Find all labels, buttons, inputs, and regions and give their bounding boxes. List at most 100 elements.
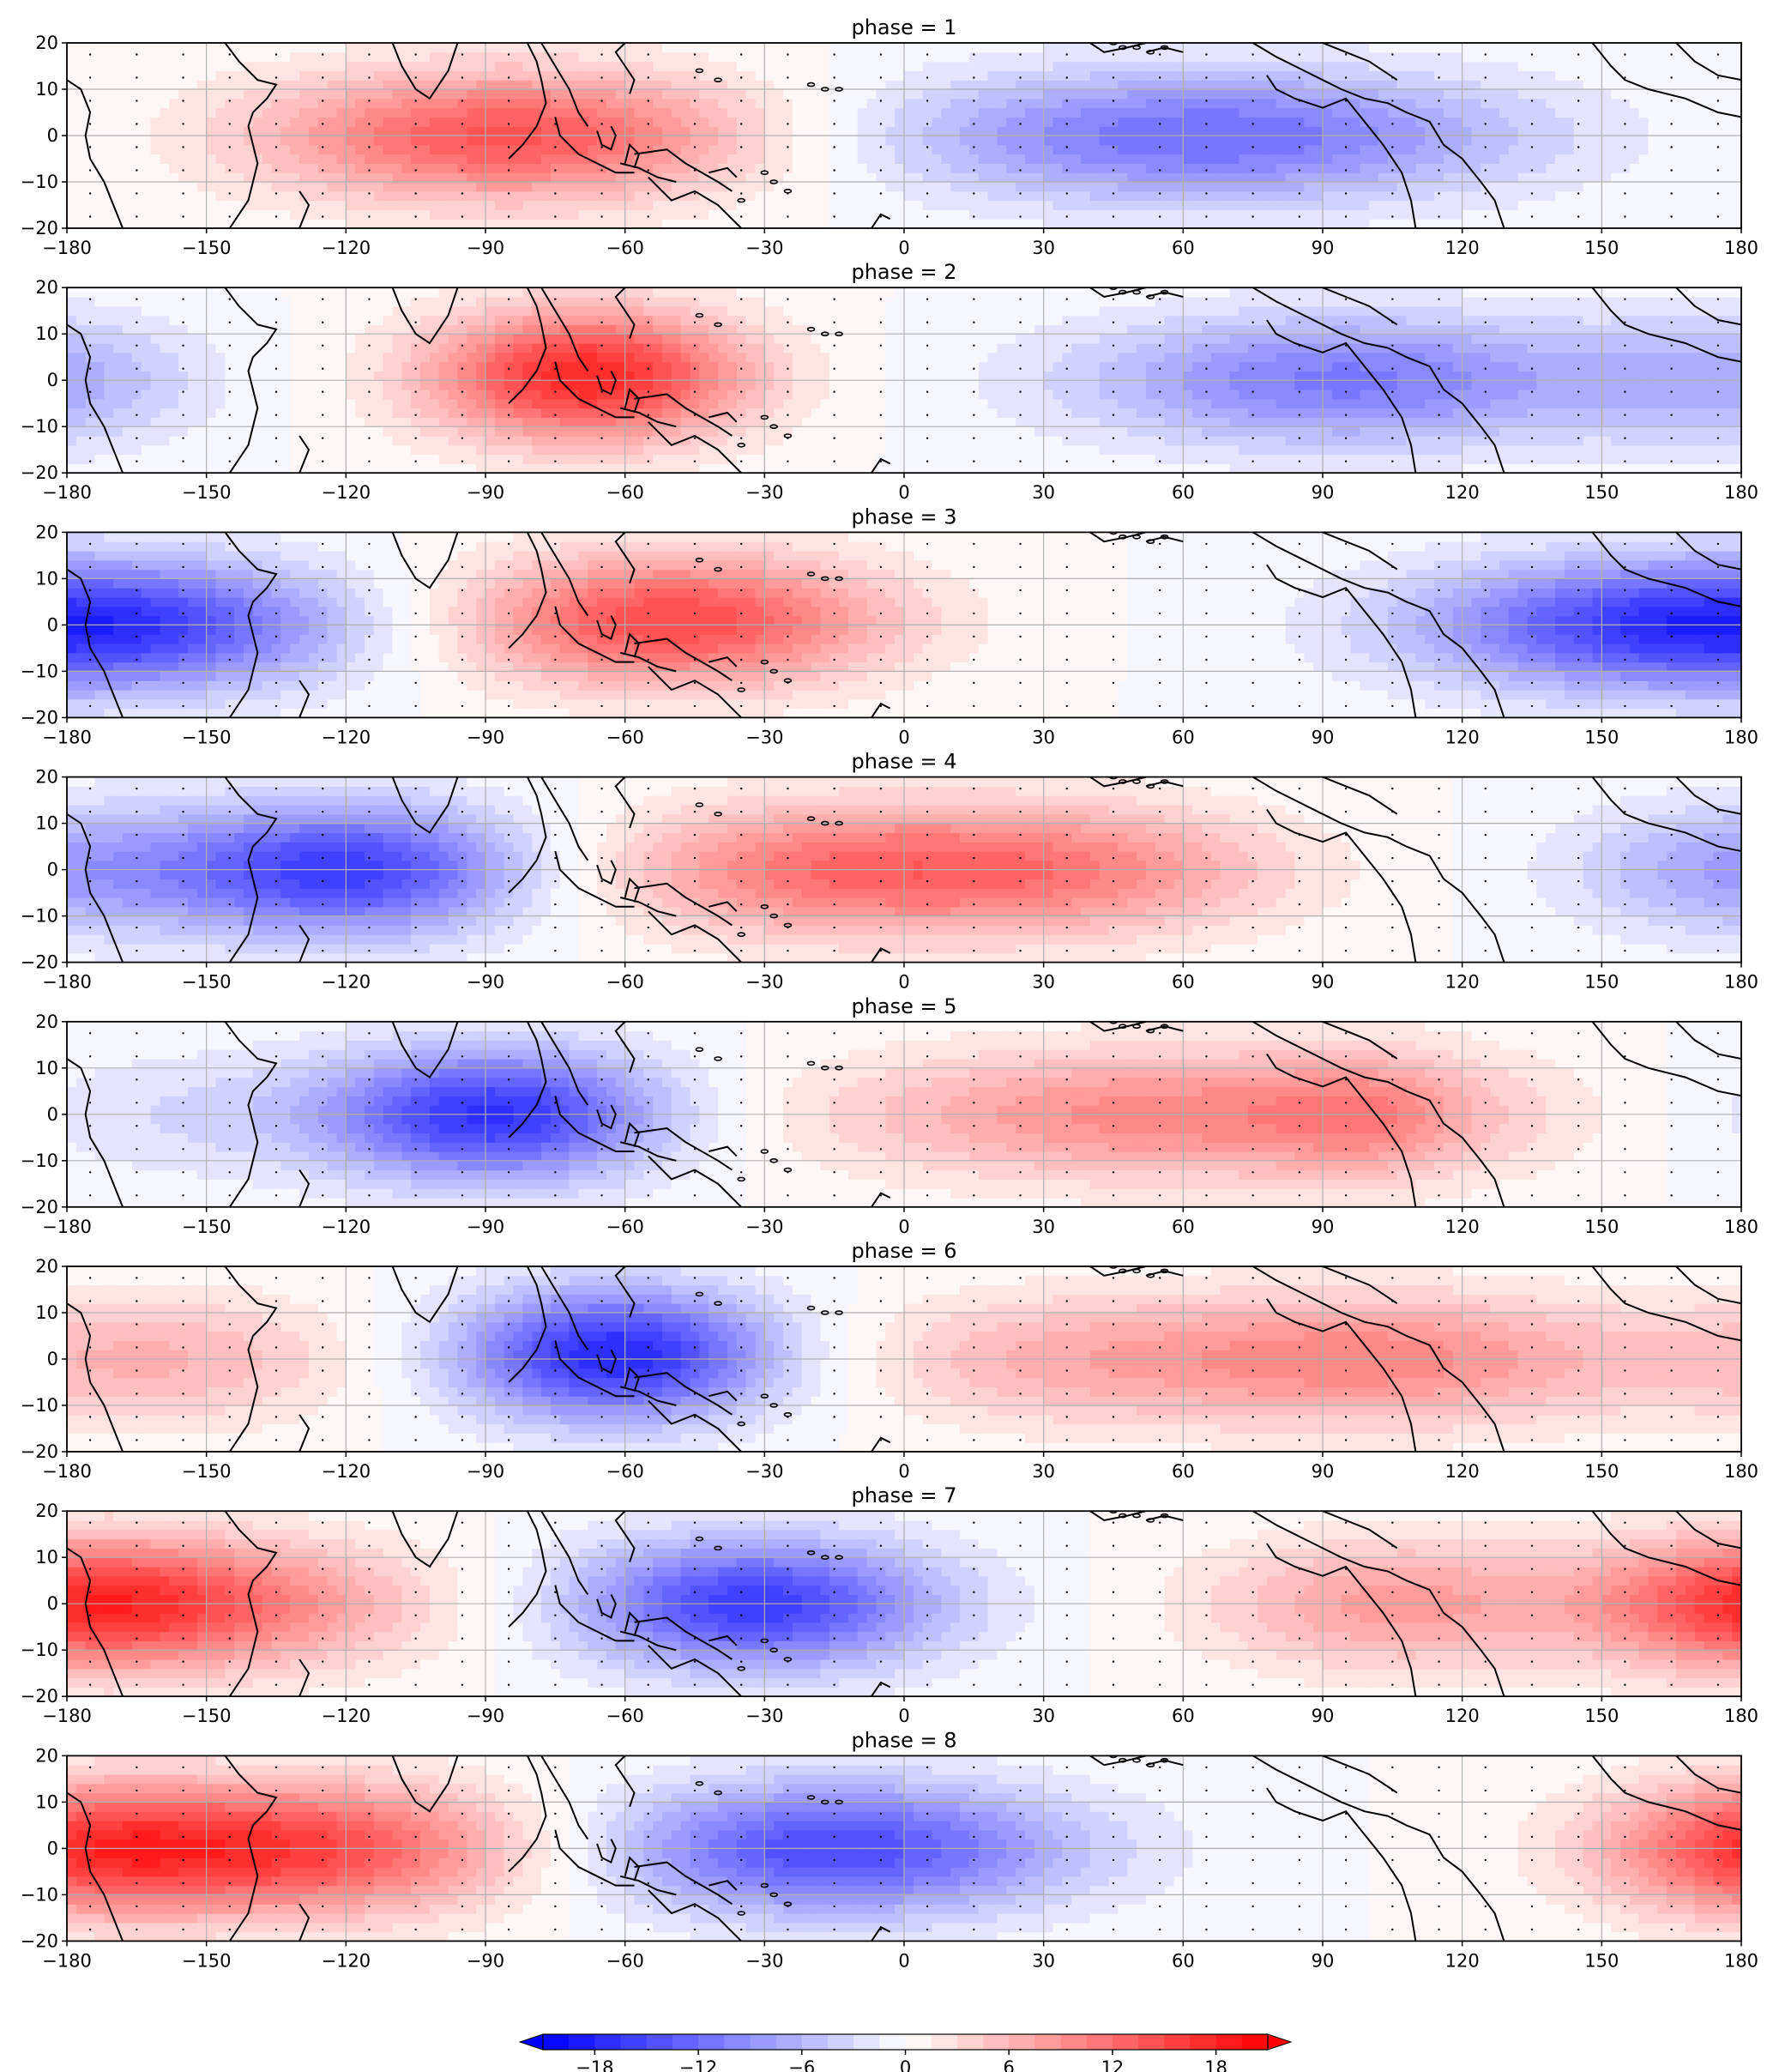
- field-cell: [1108, 219, 1119, 228]
- field-cell: [411, 89, 421, 100]
- field-cell: [215, 154, 226, 164]
- field-cell: [187, 324, 198, 335]
- field-cell: [1620, 107, 1631, 118]
- field-cell: [252, 219, 263, 228]
- field-cell: [215, 324, 226, 335]
- field-cell: [1155, 182, 1166, 192]
- field-cell: [346, 408, 356, 418]
- field-cell: [196, 70, 208, 81]
- field-cell: [1685, 209, 1696, 220]
- field-cell: [709, 80, 719, 90]
- field-cell: [1248, 154, 1258, 164]
- field-cell: [588, 144, 598, 155]
- field-cell: [271, 408, 282, 418]
- wind-arrow: [740, 100, 743, 102]
- field-cell: [327, 80, 338, 90]
- wind-arrow: [973, 215, 975, 218]
- field-cell: [1257, 154, 1268, 164]
- field-cell: [968, 172, 980, 183]
- field-cell: [262, 315, 273, 325]
- field-cell: [365, 136, 375, 146]
- field-cell: [196, 136, 208, 146]
- wind-arrow: [1065, 169, 1068, 172]
- field-cell: [968, 70, 980, 81]
- field-cell: [299, 70, 310, 81]
- field-cell: [215, 200, 226, 210]
- field-cell: [1155, 209, 1166, 220]
- field-cell: [1173, 144, 1184, 155]
- field-cell: [987, 98, 998, 109]
- field-cell: [1108, 144, 1119, 155]
- field-cell: [346, 287, 356, 298]
- field-cell: [244, 390, 254, 400]
- field-cell: [299, 43, 310, 53]
- x-tick-label: −180: [42, 238, 92, 258]
- field-cell: [104, 297, 114, 307]
- field-cell: [1462, 80, 1473, 90]
- field-cell: [215, 297, 226, 307]
- wind-arrow: [136, 169, 138, 172]
- field-cell: [355, 343, 365, 353]
- field-cell: [718, 136, 728, 146]
- field-cell: [1360, 43, 1370, 53]
- wind-arrow: [1205, 169, 1208, 172]
- field-cell: [1304, 144, 1314, 155]
- field-cell: [1183, 190, 1193, 202]
- field-cell: [811, 182, 821, 192]
- field-cell: [997, 61, 1007, 71]
- wind-arrow: [507, 123, 510, 125]
- field-cell: [187, 305, 198, 317]
- field-cell: [801, 126, 812, 136]
- field-cell: [997, 200, 1007, 210]
- field-cell: [317, 51, 329, 63]
- field-cell: [950, 117, 961, 127]
- field-cell: [1564, 43, 1575, 53]
- field-cell: [569, 126, 580, 136]
- field-cell: [401, 182, 412, 192]
- field-cell: [160, 287, 170, 298]
- field-cell: [1452, 190, 1463, 202]
- field-cell: [429, 107, 440, 118]
- field-cell: [150, 454, 161, 464]
- field-cell: [113, 209, 124, 220]
- field-cell: [1583, 154, 1594, 164]
- field-cell: [1508, 117, 1519, 127]
- field-cell: [987, 144, 998, 155]
- field-cell: [811, 209, 821, 220]
- field-cell: [615, 70, 626, 81]
- field-cell: [401, 107, 412, 118]
- field-cell: [532, 163, 542, 173]
- field-cell: [494, 426, 505, 437]
- field-cell: [271, 89, 282, 100]
- field-cell: [653, 219, 663, 228]
- field-cell: [1081, 200, 1091, 210]
- field-cell: [411, 361, 421, 372]
- field-cell: [131, 172, 142, 183]
- field-cell: [895, 51, 905, 63]
- x-tick-label: 120: [1445, 238, 1480, 258]
- field-cell: [150, 61, 161, 71]
- field-cell: [1396, 117, 1408, 127]
- wind-arrow: [879, 146, 883, 148]
- field-cell: [262, 219, 273, 228]
- field-cell: [457, 343, 467, 353]
- field-cell: [457, 80, 467, 90]
- field-cell: [1676, 200, 1686, 210]
- field-cell: [67, 219, 77, 228]
- field-cell: [513, 463, 523, 474]
- field-cell: [485, 190, 496, 202]
- field-cell: [346, 70, 356, 81]
- field-cell: [522, 324, 533, 335]
- field-cell: [774, 98, 784, 109]
- field-cell: [801, 107, 812, 118]
- field-cell: [1471, 61, 1481, 71]
- field-cell: [429, 287, 440, 298]
- wind-arrow: [88, 76, 92, 79]
- field-cell: [1434, 190, 1444, 202]
- field-cell: [383, 209, 394, 220]
- field-cell: [494, 209, 505, 220]
- field-cell: [244, 200, 254, 210]
- field-cell: [150, 417, 161, 427]
- field-cell: [150, 126, 161, 136]
- field-cell: [1462, 51, 1473, 63]
